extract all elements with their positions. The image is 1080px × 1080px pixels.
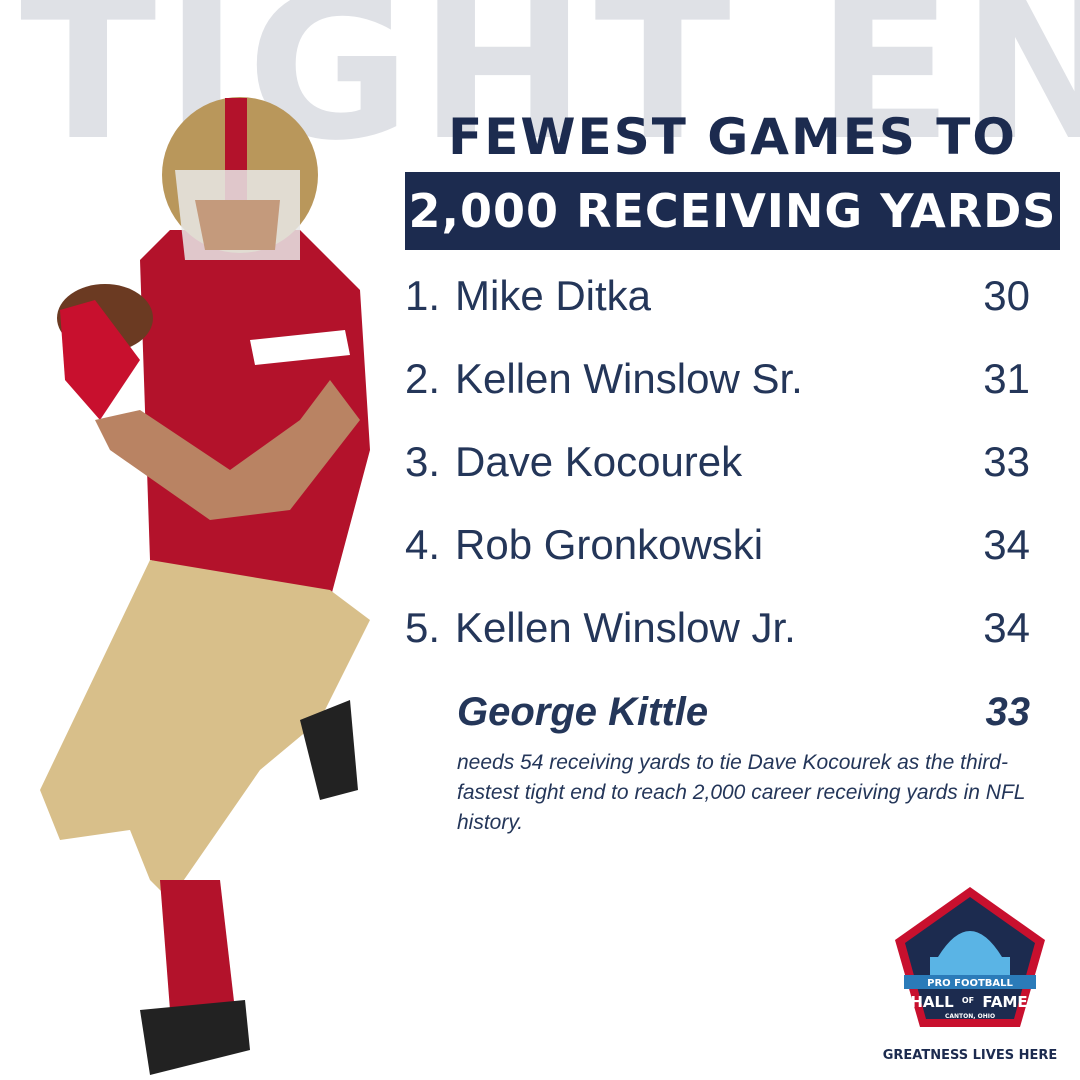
player-name: Mike Ditka <box>455 272 652 319</box>
rank: 3. <box>405 438 441 485</box>
player-illustration <box>40 97 370 1075</box>
highlight-note: needs 54 receiving yards to tie Dave Koc… <box>457 751 1026 834</box>
highlight-games: 33 <box>985 690 1031 734</box>
list-row: 5. Kellen Winslow Jr. 34 <box>405 604 1030 664</box>
rank: 5. <box>405 604 441 651</box>
logo-text: OF <box>962 996 974 1005</box>
title-band <box>405 172 1060 250</box>
rank: 4. <box>405 521 441 568</box>
player-name: Rob Gronkowski <box>455 521 764 568</box>
games: 34 <box>983 521 1030 568</box>
player-name: Kellen Winslow Sr. <box>455 355 803 402</box>
games: 33 <box>983 438 1030 485</box>
logo-text: FAME <box>982 993 1027 1011</box>
list-row: 4. Rob Gronkowski 34 <box>405 521 1030 581</box>
logo-text: CANTON, OHIO <box>945 1013 995 1020</box>
player-name: Dave Kocourek <box>455 438 743 485</box>
title-line: FEWEST GAMES TO <box>448 108 1017 166</box>
list-row: 3. Dave Kocourek 33 <box>405 438 1030 498</box>
hof-logo: PRO FOOTBALL HALL OF FAME CANTON, OHIO <box>895 887 1045 1027</box>
games: 30 <box>983 272 1030 319</box>
rank: 2. <box>405 355 441 402</box>
highlight-name: George Kittle <box>457 690 709 734</box>
player-name: Kellen Winslow Jr. <box>455 604 796 651</box>
list-row: 2. Kellen Winslow Sr. 31 <box>405 355 1030 415</box>
title-line: 2,000 RECEIVING YARDS <box>408 184 1057 238</box>
games: 31 <box>983 355 1030 402</box>
logo-text: PRO FOOTBALL <box>927 978 1013 989</box>
list-row: 1. Mike Ditka 30 <box>405 272 1030 332</box>
logo-text: HALL <box>910 993 954 1011</box>
rank: 1. <box>405 272 441 319</box>
highlight-row: George Kittle 33 <box>457 690 1030 735</box>
games: 34 <box>983 604 1030 651</box>
tagline: GREATNESS LIVES HERE <box>882 1048 1058 1063</box>
